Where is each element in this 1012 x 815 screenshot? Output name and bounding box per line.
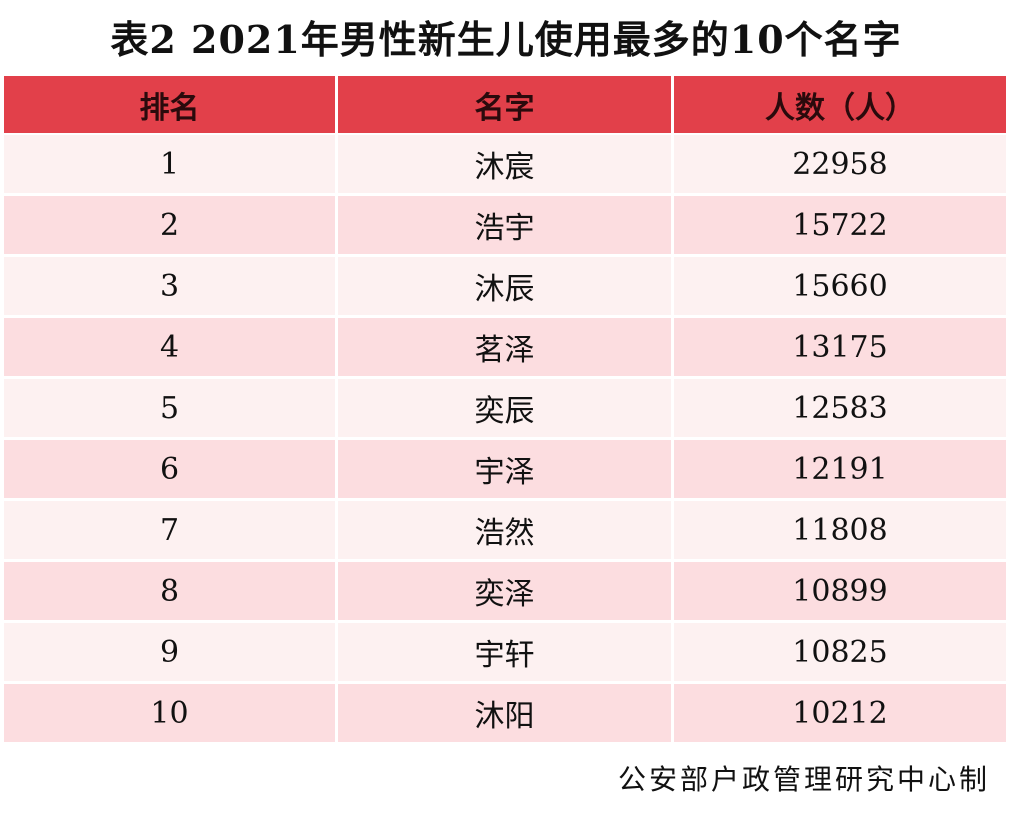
table-row: 6 宇泽 12191: [4, 440, 1006, 498]
rank-cell: 8: [4, 562, 335, 620]
name-cell: 浩宇: [338, 196, 671, 254]
rank-cell: 7: [4, 501, 335, 559]
name-cell: 沐宸: [338, 135, 671, 193]
count-cell: 10825: [674, 623, 1006, 681]
table-row: 1 沐宸 22958: [4, 135, 1006, 193]
name-cell: 奕辰: [338, 379, 671, 437]
name-cell: 沐阳: [338, 684, 671, 742]
table-row: 9 宇轩 10825: [4, 623, 1006, 681]
table-row: 7 浩然 11808: [4, 501, 1006, 559]
source-credit: 公安部户政管理研究中心制: [617, 763, 990, 796]
count-cell: 22958: [674, 135, 1006, 193]
count-cell: 11808: [674, 501, 1006, 559]
name-cell: 奕泽: [338, 562, 671, 620]
rank-cell: 5: [4, 379, 335, 437]
count-cell: 12583: [674, 379, 1006, 437]
names-table: 排名 名字 人数（人） 1 沐宸 22958 2 浩宇 15722 3 沐辰 1…: [4, 76, 1006, 745]
table-row: 10 沐阳 10212: [4, 684, 1006, 742]
count-cell: 10212: [674, 684, 1006, 742]
table-row: 5 奕辰 12583: [4, 379, 1006, 437]
name-cell: 宇轩: [338, 623, 671, 681]
rank-cell: 6: [4, 440, 335, 498]
table-row: 3 沐辰 15660: [4, 257, 1006, 315]
rank-cell: 1: [4, 135, 335, 193]
name-cell: 沐辰: [338, 257, 671, 315]
count-cell: 10899: [674, 562, 1006, 620]
table-header-row: 排名 名字 人数（人）: [4, 76, 1006, 133]
table-row: 4 茗泽 13175: [4, 318, 1006, 376]
header-count: 人数（人）: [674, 76, 1006, 133]
table-row: 8 奕泽 10899: [4, 562, 1006, 620]
count-cell: 15722: [674, 196, 1006, 254]
rank-cell: 10: [4, 684, 335, 742]
header-name: 名字: [338, 76, 671, 133]
rank-cell: 9: [4, 623, 335, 681]
header-rank: 排名: [4, 76, 335, 133]
name-cell: 茗泽: [338, 318, 671, 376]
count-cell: 15660: [674, 257, 1006, 315]
table-title: 表2 2021年男性新生儿使用最多的10个名字: [110, 17, 902, 62]
rank-cell: 2: [4, 196, 335, 254]
count-cell: 13175: [674, 318, 1006, 376]
rank-cell: 3: [4, 257, 335, 315]
name-cell: 宇泽: [338, 440, 671, 498]
name-cell: 浩然: [338, 501, 671, 559]
count-cell: 12191: [674, 440, 1006, 498]
rank-cell: 4: [4, 318, 335, 376]
table-row: 2 浩宇 15722: [4, 196, 1006, 254]
